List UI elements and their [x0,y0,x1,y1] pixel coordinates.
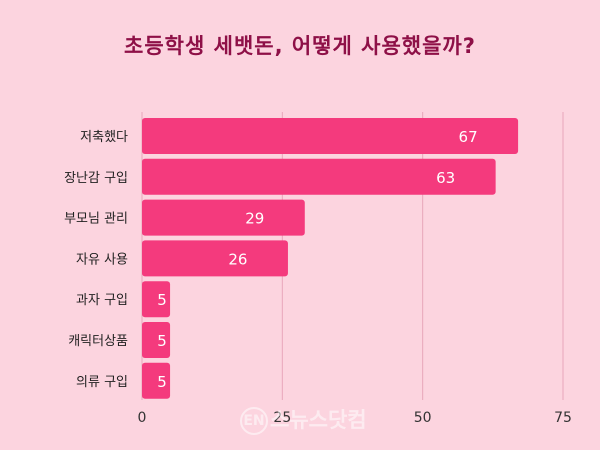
category-label: 저축했다 [80,129,128,145]
category-label: 캐릭터상품 [68,334,128,349]
category-label: 자유 사용 [76,252,128,267]
data-label: 5 [157,332,167,350]
x-tick-label: 25 [273,410,291,426]
data-label: 5 [157,291,167,309]
watermark: EN 스뉴스닷컴 [240,404,367,435]
chart-title: 초등학생 세뱃돈, 어떻게 사용했을까? [124,34,476,58]
bar [142,322,171,358]
bar [142,281,171,318]
watermark-logo: EN [240,407,268,435]
bar [142,240,288,277]
data-label: 5 [157,373,167,391]
category-label: 의류 구입 [76,375,128,390]
bar [142,118,519,154]
bars: 67 63 29 26 5 5 5 [142,118,519,399]
data-label: 26 [228,250,247,268]
x-tick-label: 75 [554,410,572,426]
bar [142,199,305,236]
data-label: 29 [245,210,264,228]
category-label: 장난감 구입 [64,171,128,186]
watermark-text: 스뉴스닷컴 [270,408,367,432]
data-label: 67 [459,128,478,146]
category-label: 과자 구입 [76,293,128,308]
x-tick-label: 50 [414,410,432,426]
x-axis-ticks: 0 25 50 75 [138,410,572,426]
category-label: 부모님 관리 [64,212,128,227]
x-tick-label: 0 [138,410,147,426]
bar [142,362,171,399]
data-label: 63 [436,169,455,187]
bar [142,158,496,195]
